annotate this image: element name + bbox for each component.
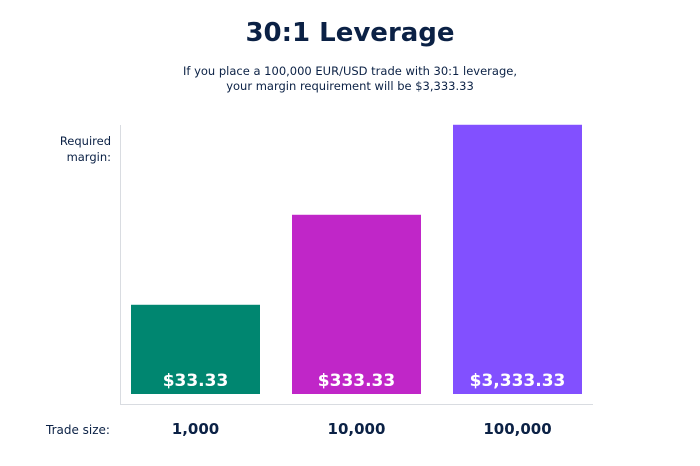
bar bbox=[292, 214, 421, 394]
subtitle-line-2: your margin requirement will be $3,333.3… bbox=[226, 79, 474, 93]
chart-title: 30:1 Leverage bbox=[245, 18, 455, 48]
chart-subtitle: If you place a 100,000 EUR/USD trade wit… bbox=[150, 64, 550, 94]
data-label: $333.33 bbox=[318, 371, 395, 391]
bar bbox=[131, 304, 260, 394]
data-label: $3,333.33 bbox=[470, 371, 566, 391]
x-tick-label: 100,000 bbox=[483, 420, 551, 438]
y-axis-label: Required margin: bbox=[59, 134, 111, 164]
x-axis-label: Trade size: bbox=[46, 423, 110, 437]
x-tick-label: 10,000 bbox=[328, 420, 386, 438]
bar bbox=[453, 124, 582, 395]
data-label: $33.33 bbox=[163, 371, 229, 391]
subtitle-line-1: If you place a 100,000 EUR/USD trade wit… bbox=[183, 64, 517, 78]
x-tick-label: 1,000 bbox=[172, 420, 219, 438]
